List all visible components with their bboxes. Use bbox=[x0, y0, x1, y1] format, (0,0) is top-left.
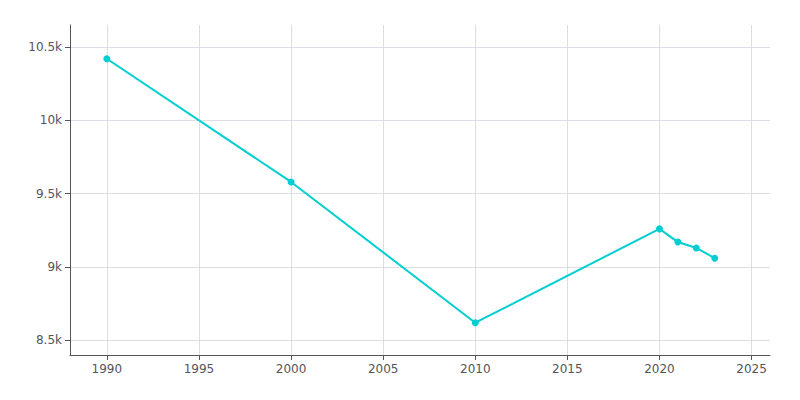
svg-text:8.5k: 8.5k bbox=[36, 333, 62, 347]
svg-text:2015: 2015 bbox=[552, 362, 583, 376]
svg-text:2020: 2020 bbox=[644, 362, 675, 376]
svg-text:9.5k: 9.5k bbox=[36, 187, 62, 201]
svg-text:1995: 1995 bbox=[184, 362, 215, 376]
svg-text:2010: 2010 bbox=[460, 362, 491, 376]
svg-text:10.5k: 10.5k bbox=[28, 40, 62, 54]
svg-text:2005: 2005 bbox=[368, 362, 399, 376]
svg-text:1990: 1990 bbox=[92, 362, 123, 376]
svg-text:9k: 9k bbox=[47, 260, 62, 274]
svg-text:2025: 2025 bbox=[736, 362, 767, 376]
svg-text:2000: 2000 bbox=[276, 362, 307, 376]
svg-text:10k: 10k bbox=[40, 113, 62, 127]
